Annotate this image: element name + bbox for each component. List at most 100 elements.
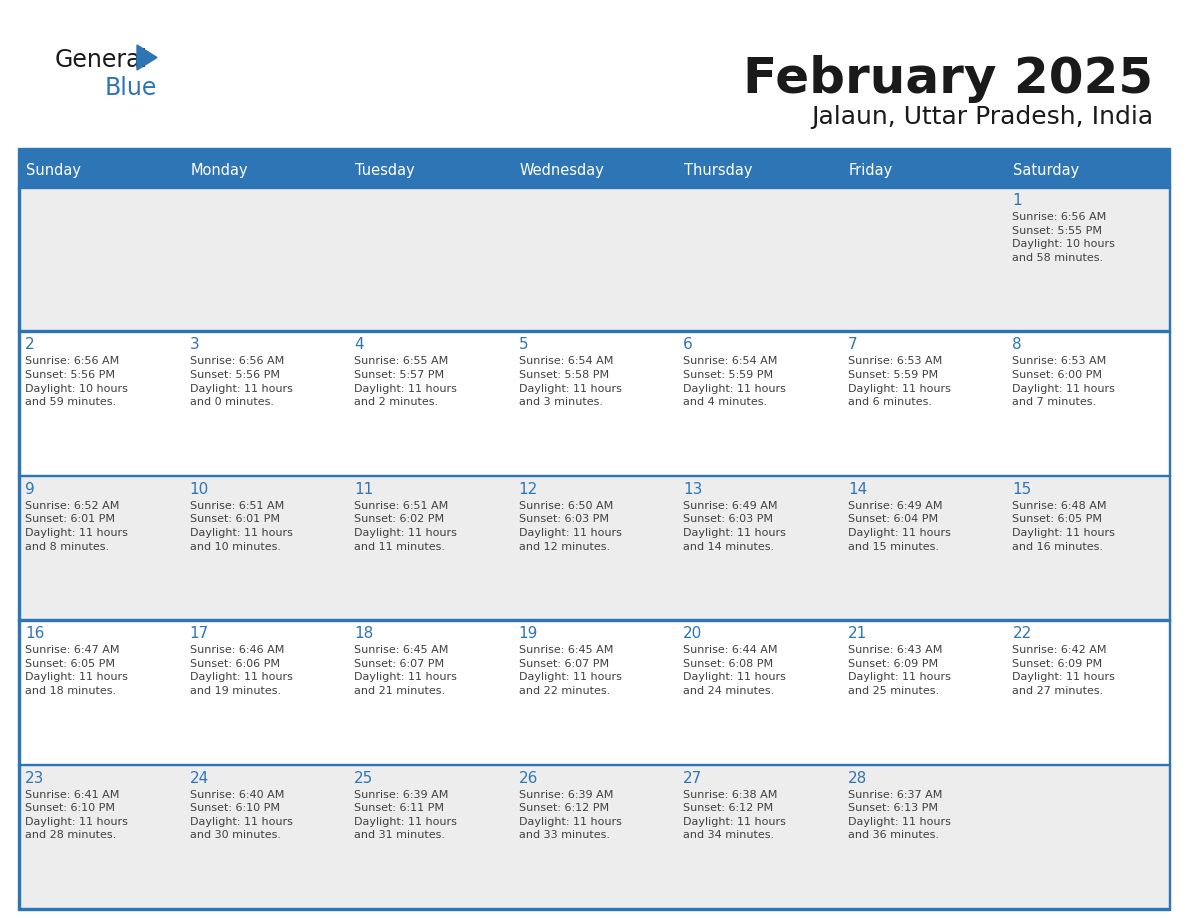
Text: Sunrise: 6:39 AM
Sunset: 6:11 PM
Daylight: 11 hours
and 31 minutes.: Sunrise: 6:39 AM Sunset: 6:11 PM Dayligh… xyxy=(354,789,457,840)
Bar xyxy=(841,154,1005,186)
Text: Sunrise: 6:49 AM
Sunset: 6:03 PM
Daylight: 11 hours
and 14 minutes.: Sunrise: 6:49 AM Sunset: 6:03 PM Dayligh… xyxy=(683,501,786,552)
Text: 20: 20 xyxy=(683,626,702,641)
Text: 24: 24 xyxy=(190,770,209,786)
Bar xyxy=(18,330,1170,332)
Text: Sunrise: 6:49 AM
Sunset: 6:04 PM
Daylight: 11 hours
and 15 minutes.: Sunrise: 6:49 AM Sunset: 6:04 PM Dayligh… xyxy=(848,501,950,552)
Bar xyxy=(1005,330,1170,475)
Text: Sunrise: 6:56 AM
Sunset: 5:56 PM
Daylight: 10 hours
and 59 minutes.: Sunrise: 6:56 AM Sunset: 5:56 PM Dayligh… xyxy=(25,356,128,408)
Bar xyxy=(841,475,1005,620)
Text: 4: 4 xyxy=(354,338,364,353)
Text: Sunrise: 6:46 AM
Sunset: 6:06 PM
Daylight: 11 hours
and 19 minutes.: Sunrise: 6:46 AM Sunset: 6:06 PM Dayligh… xyxy=(190,645,292,696)
Text: Sunrise: 6:56 AM
Sunset: 5:56 PM
Daylight: 11 hours
and 0 minutes.: Sunrise: 6:56 AM Sunset: 5:56 PM Dayligh… xyxy=(190,356,292,408)
Bar xyxy=(841,330,1005,475)
Text: 7: 7 xyxy=(848,338,858,353)
Text: Sunrise: 6:43 AM
Sunset: 6:09 PM
Daylight: 11 hours
and 25 minutes.: Sunrise: 6:43 AM Sunset: 6:09 PM Dayligh… xyxy=(848,645,950,696)
Bar xyxy=(841,620,1005,764)
Bar xyxy=(18,330,183,475)
Bar xyxy=(18,475,1170,476)
Bar xyxy=(18,764,183,908)
Text: Sunrise: 6:45 AM
Sunset: 6:07 PM
Daylight: 11 hours
and 22 minutes.: Sunrise: 6:45 AM Sunset: 6:07 PM Dayligh… xyxy=(519,645,621,696)
Text: Sunrise: 6:41 AM
Sunset: 6:10 PM
Daylight: 11 hours
and 28 minutes.: Sunrise: 6:41 AM Sunset: 6:10 PM Dayligh… xyxy=(25,789,128,840)
Text: 9: 9 xyxy=(25,482,34,497)
Bar xyxy=(512,186,676,330)
Bar xyxy=(183,620,347,764)
Bar xyxy=(18,154,183,186)
Text: Monday: Monday xyxy=(190,162,248,177)
Text: 15: 15 xyxy=(1012,482,1031,497)
Text: Sunrise: 6:48 AM
Sunset: 6:05 PM
Daylight: 11 hours
and 16 minutes.: Sunrise: 6:48 AM Sunset: 6:05 PM Dayligh… xyxy=(1012,501,1116,552)
Text: 17: 17 xyxy=(190,626,209,641)
Text: Sunrise: 6:53 AM
Sunset: 5:59 PM
Daylight: 11 hours
and 6 minutes.: Sunrise: 6:53 AM Sunset: 5:59 PM Dayligh… xyxy=(848,356,950,408)
Bar xyxy=(18,620,1170,621)
Text: 11: 11 xyxy=(354,482,373,497)
Text: 13: 13 xyxy=(683,482,702,497)
Text: 22: 22 xyxy=(1012,626,1031,641)
Bar xyxy=(1005,764,1170,908)
Text: Tuesday: Tuesday xyxy=(355,162,415,177)
Text: Sunday: Sunday xyxy=(26,162,81,177)
Bar xyxy=(183,330,347,475)
Text: Saturday: Saturday xyxy=(1013,162,1080,177)
Text: General: General xyxy=(55,48,148,72)
Polygon shape xyxy=(137,45,157,70)
Text: Sunrise: 6:40 AM
Sunset: 6:10 PM
Daylight: 11 hours
and 30 minutes.: Sunrise: 6:40 AM Sunset: 6:10 PM Dayligh… xyxy=(190,789,292,840)
Text: Jalaun, Uttar Pradesh, India: Jalaun, Uttar Pradesh, India xyxy=(811,105,1154,129)
Bar xyxy=(1005,154,1170,186)
Bar xyxy=(18,908,1170,910)
Text: Sunrise: 6:54 AM
Sunset: 5:58 PM
Daylight: 11 hours
and 3 minutes.: Sunrise: 6:54 AM Sunset: 5:58 PM Dayligh… xyxy=(519,356,621,408)
Bar xyxy=(676,620,841,764)
Text: 25: 25 xyxy=(354,770,373,786)
Text: 8: 8 xyxy=(1012,338,1022,353)
Bar xyxy=(18,186,183,330)
Text: Friday: Friday xyxy=(849,162,893,177)
Text: 10: 10 xyxy=(190,482,209,497)
Text: Sunrise: 6:51 AM
Sunset: 6:02 PM
Daylight: 11 hours
and 11 minutes.: Sunrise: 6:51 AM Sunset: 6:02 PM Dayligh… xyxy=(354,501,457,552)
Bar xyxy=(841,186,1005,330)
Bar xyxy=(183,764,347,908)
Bar xyxy=(183,186,347,330)
Text: 12: 12 xyxy=(519,482,538,497)
Bar xyxy=(512,330,676,475)
Text: Sunrise: 6:55 AM
Sunset: 5:57 PM
Daylight: 11 hours
and 2 minutes.: Sunrise: 6:55 AM Sunset: 5:57 PM Dayligh… xyxy=(354,356,457,408)
Bar xyxy=(512,764,676,908)
Text: 18: 18 xyxy=(354,626,373,641)
Text: 26: 26 xyxy=(519,770,538,786)
Bar xyxy=(1005,475,1170,620)
Text: Sunrise: 6:42 AM
Sunset: 6:09 PM
Daylight: 11 hours
and 27 minutes.: Sunrise: 6:42 AM Sunset: 6:09 PM Dayligh… xyxy=(1012,645,1116,696)
Text: February 2025: February 2025 xyxy=(742,55,1154,103)
Bar xyxy=(18,475,183,620)
Bar xyxy=(18,620,183,764)
Text: 2: 2 xyxy=(25,338,34,353)
Text: 6: 6 xyxy=(683,338,693,353)
Bar xyxy=(18,186,1170,187)
Text: Blue: Blue xyxy=(105,76,157,100)
Bar xyxy=(347,330,512,475)
Bar xyxy=(347,764,512,908)
Text: 1: 1 xyxy=(1012,193,1022,208)
Bar xyxy=(676,330,841,475)
Text: Sunrise: 6:50 AM
Sunset: 6:03 PM
Daylight: 11 hours
and 12 minutes.: Sunrise: 6:50 AM Sunset: 6:03 PM Dayligh… xyxy=(519,501,621,552)
Bar xyxy=(183,475,347,620)
Text: 19: 19 xyxy=(519,626,538,641)
Text: 16: 16 xyxy=(25,626,44,641)
Bar xyxy=(1005,186,1170,330)
Text: Sunrise: 6:44 AM
Sunset: 6:08 PM
Daylight: 11 hours
and 24 minutes.: Sunrise: 6:44 AM Sunset: 6:08 PM Dayligh… xyxy=(683,645,786,696)
Text: Sunrise: 6:45 AM
Sunset: 6:07 PM
Daylight: 11 hours
and 21 minutes.: Sunrise: 6:45 AM Sunset: 6:07 PM Dayligh… xyxy=(354,645,457,696)
Bar xyxy=(512,154,676,186)
Text: Sunrise: 6:52 AM
Sunset: 6:01 PM
Daylight: 11 hours
and 8 minutes.: Sunrise: 6:52 AM Sunset: 6:01 PM Dayligh… xyxy=(25,501,128,552)
Bar xyxy=(347,186,512,330)
Text: Sunrise: 6:47 AM
Sunset: 6:05 PM
Daylight: 11 hours
and 18 minutes.: Sunrise: 6:47 AM Sunset: 6:05 PM Dayligh… xyxy=(25,645,128,696)
Bar xyxy=(347,154,512,186)
Text: Thursday: Thursday xyxy=(684,162,753,177)
Text: 3: 3 xyxy=(190,338,200,353)
Text: 28: 28 xyxy=(848,770,867,786)
Bar xyxy=(841,764,1005,908)
Text: 14: 14 xyxy=(848,482,867,497)
Text: Sunrise: 6:54 AM
Sunset: 5:59 PM
Daylight: 11 hours
and 4 minutes.: Sunrise: 6:54 AM Sunset: 5:59 PM Dayligh… xyxy=(683,356,786,408)
Text: Sunrise: 6:51 AM
Sunset: 6:01 PM
Daylight: 11 hours
and 10 minutes.: Sunrise: 6:51 AM Sunset: 6:01 PM Dayligh… xyxy=(190,501,292,552)
Text: Sunrise: 6:37 AM
Sunset: 6:13 PM
Daylight: 11 hours
and 36 minutes.: Sunrise: 6:37 AM Sunset: 6:13 PM Dayligh… xyxy=(848,789,950,840)
Bar xyxy=(1005,620,1170,764)
Text: 23: 23 xyxy=(25,770,44,786)
Bar xyxy=(183,154,347,186)
Bar xyxy=(512,475,676,620)
